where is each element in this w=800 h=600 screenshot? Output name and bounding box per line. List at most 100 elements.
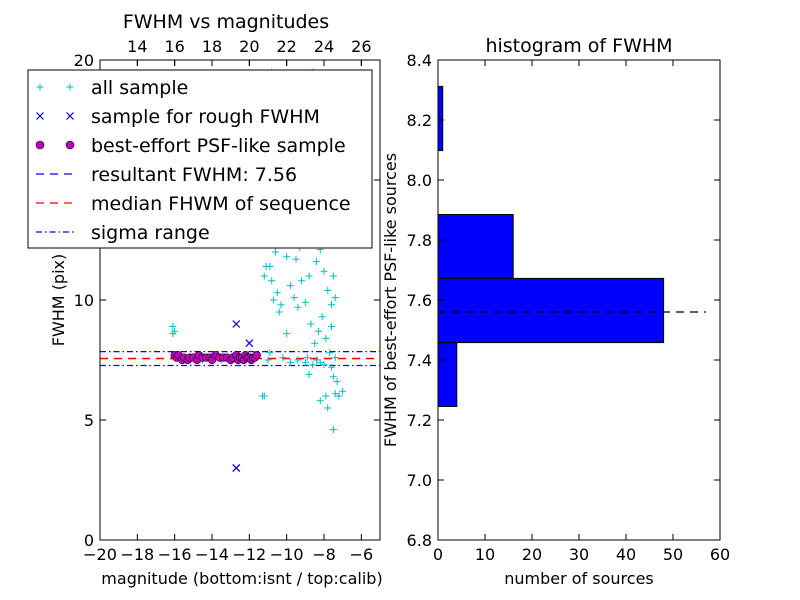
all-sample-point <box>320 361 328 369</box>
scatter-legend: all sample sample for rough FWHM best-effo… <box>27 69 373 249</box>
scatter-top-tick-label: 22 <box>276 37 296 56</box>
scatter-top-ticks: 14 16 18 20 22 24 26 <box>127 37 372 66</box>
histogram-title: histogram of FWHM <box>485 35 672 57</box>
all-sample-point <box>327 301 335 309</box>
legend-entry: resultant FWHM: 7.56 <box>36 164 297 186</box>
all-sample-point <box>331 294 339 302</box>
all-sample-point <box>171 327 179 335</box>
legend-label: best-effort PSF-like sample <box>91 135 346 157</box>
all-sample-point <box>316 358 324 366</box>
all-sample-point <box>286 358 294 366</box>
all-sample-point <box>266 349 274 357</box>
scatter-x-tick-label: −8 <box>312 545 336 564</box>
legend-entries: all sample sample for rough FWHM best-effo… <box>35 77 351 244</box>
histogram-x-tick-label: 60 <box>710 545 730 564</box>
legend-label: all sample <box>91 77 188 99</box>
histogram-y-tick-label: 7.4 <box>407 351 432 370</box>
all-sample-point <box>313 356 321 364</box>
all-sample-point <box>329 272 337 280</box>
scatter-top-tick-label: 20 <box>239 37 259 56</box>
all-sample-point <box>327 322 335 330</box>
all-sample-point <box>327 363 335 371</box>
scatter-top-tick-label: 18 <box>202 37 222 56</box>
scatter-series-group <box>170 351 261 365</box>
all-sample-point <box>283 330 291 338</box>
all-sample-point <box>270 296 278 304</box>
histogram-x-tick-label: 20 <box>522 545 542 564</box>
scatter-x-axis-label: magnitude (bottom:isnt / top:calib) <box>101 569 382 588</box>
histogram-x-tick-label: 40 <box>616 545 636 564</box>
legend-x-marker <box>36 112 44 120</box>
all-sample-point <box>329 373 337 381</box>
all-sample-point <box>314 327 322 335</box>
all-sample-point <box>264 356 272 364</box>
scatter-x-tick-label: −20 <box>83 545 117 564</box>
scatter-top-tick-label: 14 <box>127 37 147 56</box>
histogram-y-tick-label: 6.8 <box>407 531 432 550</box>
legend-circle-marker <box>65 140 75 150</box>
legend-entry: all sample <box>36 77 188 99</box>
rough-sample-point <box>232 320 241 328</box>
all-sample-point <box>292 255 300 263</box>
scatter-top-tick-label: 16 <box>164 37 184 56</box>
histogram-y-tick-label: 7.6 <box>407 291 432 310</box>
all-sample-point <box>329 426 337 434</box>
histogram-x-tick-label: 50 <box>663 545 683 564</box>
scatter-top-tick-label: 24 <box>314 37 334 56</box>
all-sample-point <box>313 258 321 266</box>
scatter-x-tick-label: −14 <box>195 545 229 564</box>
all-sample-point <box>339 387 347 395</box>
all-sample-point <box>311 339 319 347</box>
legend-entry: best-effort PSF-like sample <box>35 135 346 157</box>
all-sample-point <box>320 267 328 275</box>
legend-label: resultant FWHM: 7.56 <box>91 164 297 186</box>
all-sample-point <box>301 298 309 306</box>
histogram-bars <box>437 85 665 408</box>
all-sample-point <box>277 301 285 309</box>
all-sample-point <box>326 349 334 357</box>
histogram-x-axis-label: number of sources <box>504 569 654 588</box>
all-sample-point <box>318 313 326 321</box>
scatter-y-tick-label: 0 <box>84 531 94 550</box>
all-sample-point <box>335 392 343 400</box>
all-sample-point <box>322 392 330 400</box>
histogram-panel: 0 10 20 30 40 50 60 6.8 7.0 7.2 7.4 7.6 7.8 8.0 8.2 8.… <box>381 35 730 588</box>
all-sample-point <box>333 378 341 386</box>
histogram-bar <box>437 85 444 152</box>
all-sample-point <box>260 272 268 280</box>
all-sample-point <box>331 390 339 398</box>
legend-entry: sample for rough FWHM <box>36 106 320 128</box>
all-sample-point <box>286 282 294 290</box>
scatter-series-group <box>232 320 254 472</box>
scatter-panel: −20−18−16−14−12−10−8−6 05101520 14161820… <box>27 11 383 588</box>
all-sample-point <box>331 354 339 362</box>
all-sample-point <box>275 308 283 316</box>
histogram-bar <box>437 342 458 408</box>
all-sample-point <box>307 320 315 328</box>
all-sample-point <box>309 361 317 369</box>
all-sample-point <box>324 404 332 412</box>
legend-plus-marker <box>36 83 44 91</box>
scatter-x-tick-label: −6 <box>350 545 374 564</box>
legend-entry: median FHWM of sequence <box>36 193 351 215</box>
legend-circle-marker <box>35 140 45 150</box>
scatter-title: FWHM vs magnitudes <box>123 11 329 33</box>
histogram-y-tick-label: 8.2 <box>407 111 432 130</box>
all-sample-point <box>268 277 276 285</box>
all-sample-point <box>266 262 274 270</box>
all-sample-point <box>283 253 291 261</box>
histogram-x-tick-label: 30 <box>569 545 589 564</box>
histogram-y-tick-label: 7.2 <box>407 411 432 430</box>
histogram-y-ticks: 6.8 7.0 7.2 7.4 7.6 7.8 8.0 8.2 8.4 <box>407 51 720 550</box>
histogram-x-ticks: 0 10 20 30 40 50 60 <box>433 60 730 564</box>
all-sample-point <box>303 354 311 362</box>
legend-label: median FHWM of sequence <box>91 193 351 215</box>
all-sample-point <box>169 322 177 330</box>
scatter-x-tick-label: −10 <box>270 545 304 564</box>
all-sample-point <box>298 277 306 285</box>
scatter-x-tick-label: −12 <box>232 545 266 564</box>
all-sample-point <box>294 356 302 364</box>
legend-label: sample for rough FWHM <box>91 106 320 128</box>
all-sample-point <box>294 303 302 311</box>
